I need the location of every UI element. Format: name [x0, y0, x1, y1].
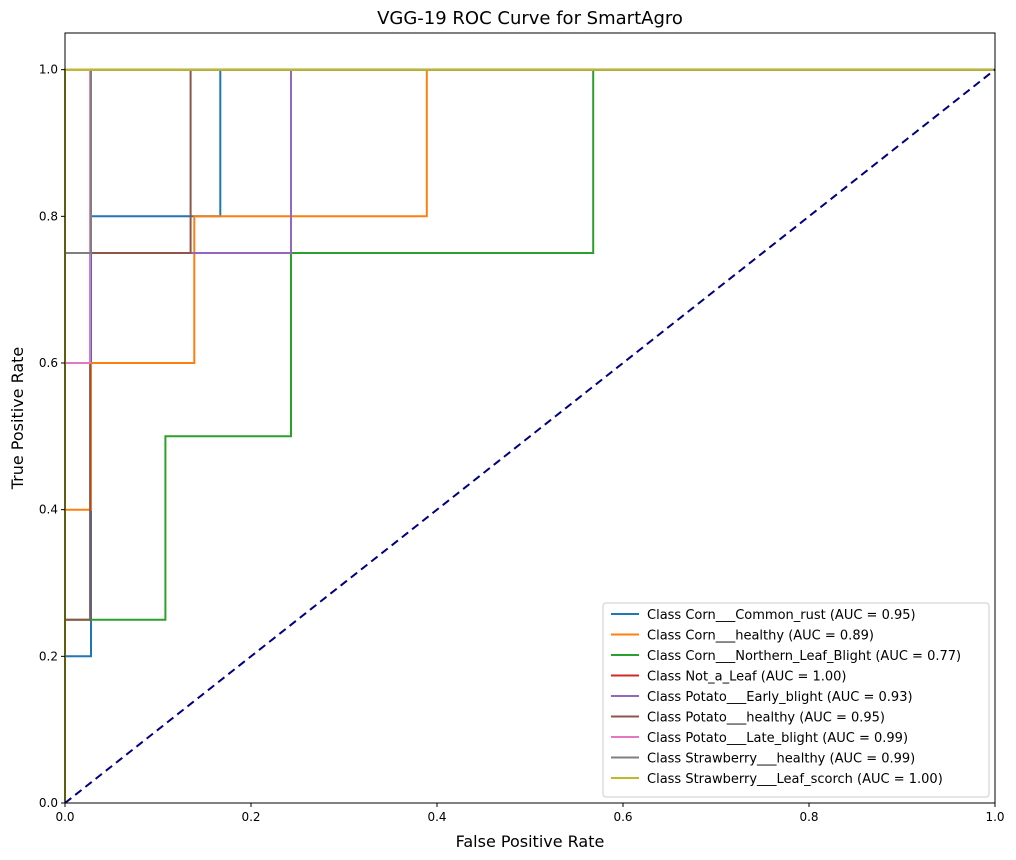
x-tick-label: 0.0 — [55, 810, 74, 824]
legend-entry: Class Potato___Late_blight (AUC = 0.99) — [647, 731, 908, 746]
y-tick-label: 1.0 — [39, 63, 58, 77]
legend: Class Corn___Common_rust (AUC = 0.95) Cla… — [602, 602, 990, 798]
x-axis-label: False Positive Rate — [456, 832, 605, 851]
x-tick-label: 0.8 — [799, 810, 818, 824]
y-tick-label: 0.8 — [39, 209, 58, 223]
y-tick-label: 0.2 — [39, 649, 58, 663]
x-tick-label: 0.2 — [241, 810, 260, 824]
x-tick-label: 0.4 — [427, 810, 446, 824]
chance-diagonal-line — [64, 68, 996, 804]
y-tick-label: 0.4 — [39, 503, 58, 517]
x-tick-label: 0.6 — [613, 810, 632, 824]
y-axis-ticks: 0.0 0.2 0.4 0.6 0.8 1.0 — [39, 63, 65, 810]
x-axis-ticks: 0.0 0.2 0.4 0.6 0.8 1.0 — [55, 803, 1005, 824]
y-tick-label: 0.6 — [39, 356, 58, 370]
chart-title: VGG-19 ROC Curve for SmartAgro — [377, 8, 683, 29]
plot-frame — [64, 32, 996, 804]
roc-series-line-3 — [64, 68, 995, 803]
legend-entry: Class Corn___healthy (AUC = 0.89) — [647, 629, 874, 644]
legend-entry: Class Strawberry___Leaf_scorch (AUC = 1.… — [647, 772, 943, 787]
legend-entry: Class Potato___Early_blight (AUC = 0.93) — [647, 690, 913, 705]
legend-entry: Class Corn___Common_rust (AUC = 0.95) — [647, 608, 916, 623]
legend-entry: Class Strawberry___healthy (AUC = 0.99) — [647, 752, 915, 767]
legend-box — [602, 602, 990, 798]
roc-series-line-2 — [64, 68, 995, 803]
y-axis-label: True Positive Rate — [8, 347, 27, 491]
legend-entry: Class Not_a_Leaf (AUC = 1.00) — [647, 670, 847, 685]
x-tick-label: 1.0 — [985, 810, 1004, 824]
legend-entry: Class Potato___healthy (AUC = 0.95) — [647, 711, 885, 726]
legend-entry: Class Corn___Northern_Leaf_Blight (AUC =… — [647, 649, 961, 664]
y-tick-label: 0.0 — [39, 796, 58, 810]
